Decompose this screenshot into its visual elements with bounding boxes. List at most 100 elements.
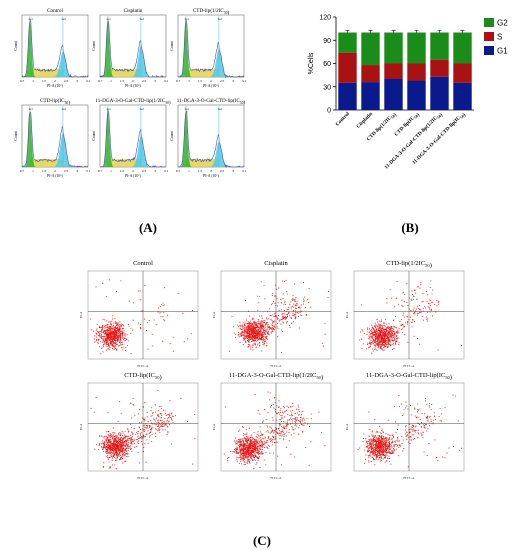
scatter-dot (115, 348, 118, 351)
scatter-dot (241, 455, 243, 457)
scatter-dot (247, 336, 249, 338)
scatter-dot (241, 453, 243, 455)
scatter-dot (283, 425, 285, 427)
scatter-x-label: FITC-A (137, 476, 149, 480)
scatter-dot (261, 315, 263, 317)
scatter-dot (106, 345, 108, 348)
scatter-dot (257, 326, 259, 328)
scatter-dot (240, 460, 242, 463)
scatter-dot (303, 417, 305, 419)
scatter-dot (126, 439, 128, 441)
scatter-dot (302, 282, 305, 284)
scatter-dot (244, 325, 246, 327)
scatter-dot (245, 326, 247, 328)
scatter-dot (115, 320, 117, 323)
scatter-dot (249, 336, 251, 338)
scatter-dot (120, 333, 122, 335)
scatter-dot (390, 339, 392, 341)
scatter-dot (294, 418, 296, 420)
scatter-dot (387, 438, 389, 441)
scatter-dot (424, 307, 427, 309)
scatter-dot (428, 306, 430, 308)
histogram-title: CTD-lip(IC50) (40, 97, 70, 106)
scatter-dot (395, 343, 397, 345)
scatter-dot (253, 440, 255, 442)
scatter-dot (373, 443, 375, 445)
scatter-dot (366, 445, 368, 447)
scatter-dot (299, 416, 302, 418)
scatter-dot (236, 452, 238, 454)
scatter-dot (274, 429, 276, 431)
scatter-dot (229, 350, 231, 352)
scatter-dot (415, 308, 417, 310)
scatter-dot (264, 442, 266, 444)
scatter-dot (114, 338, 116, 340)
scatter-dot (381, 428, 383, 430)
scatter-dot (373, 341, 375, 343)
scatter-dot (100, 327, 102, 329)
scatter-dot (305, 446, 307, 448)
scatter-dot (280, 418, 282, 420)
scatter-dot (109, 336, 112, 338)
scatter-dot (274, 313, 276, 315)
scatter-dot (119, 450, 121, 452)
scatter-dot (371, 440, 373, 443)
scatter-dot (382, 350, 384, 352)
scatter-dot (107, 459, 109, 461)
scatter-dot (244, 436, 246, 438)
scatter-dot (262, 333, 264, 335)
scatter-dot (160, 413, 162, 415)
scatter-dot (131, 441, 133, 443)
scatter-dot (242, 439, 244, 441)
scatter-dot (235, 336, 237, 338)
scatter-dot (162, 316, 164, 318)
scatter-dot (364, 459, 366, 461)
scatter-dot (279, 418, 281, 420)
scatter-dot (460, 344, 462, 346)
scatter-dot (403, 334, 405, 336)
histogram-x-tick: 2 (132, 79, 134, 83)
scatter-dot (377, 347, 379, 349)
scatter-dot (251, 336, 253, 338)
scatter-dot (102, 332, 105, 334)
scatter-dot (299, 311, 301, 313)
scatter-dot (382, 445, 384, 447)
scatter-dot (261, 445, 263, 447)
scatter-dot (139, 299, 141, 301)
scatter-dot (99, 332, 101, 335)
scatter-dot (118, 433, 120, 435)
scatter-dot (276, 323, 279, 325)
scatter-dot (127, 444, 129, 447)
scatter-dot (381, 327, 383, 329)
scatter-dot (280, 434, 282, 436)
histogram-x-tick: 2.5 (220, 79, 225, 83)
scatter-dot (119, 451, 121, 453)
scatter-dot (375, 345, 377, 347)
scatter-dot (268, 318, 270, 320)
scatter-dot (295, 316, 297, 319)
scatter-dot (272, 417, 274, 419)
scatter-dot (106, 446, 108, 448)
scatter-dot (382, 347, 384, 349)
scatter-dot (379, 335, 381, 338)
scatter-dot (375, 344, 377, 346)
scatter-dot (122, 455, 124, 457)
scatter-dot (261, 341, 263, 343)
scatter-dot (284, 433, 286, 435)
scatter-dot (288, 325, 290, 327)
scatter-dot (114, 464, 116, 466)
scatter-dot (123, 325, 125, 327)
scatter-dot (258, 326, 260, 328)
scatter-dot (376, 325, 378, 327)
scatter-dot (422, 293, 424, 295)
scatter-dot (123, 330, 125, 332)
scatter-dot (95, 340, 97, 342)
scatter-dot (266, 329, 268, 331)
scatter-dot (283, 406, 285, 408)
scatter-dot (167, 432, 169, 434)
scatter-dot (186, 338, 189, 340)
scatter-dot (369, 439, 371, 441)
histogram-g1-peak (100, 21, 120, 77)
scatter-dot (112, 445, 114, 447)
scatter-dot (296, 312, 298, 314)
